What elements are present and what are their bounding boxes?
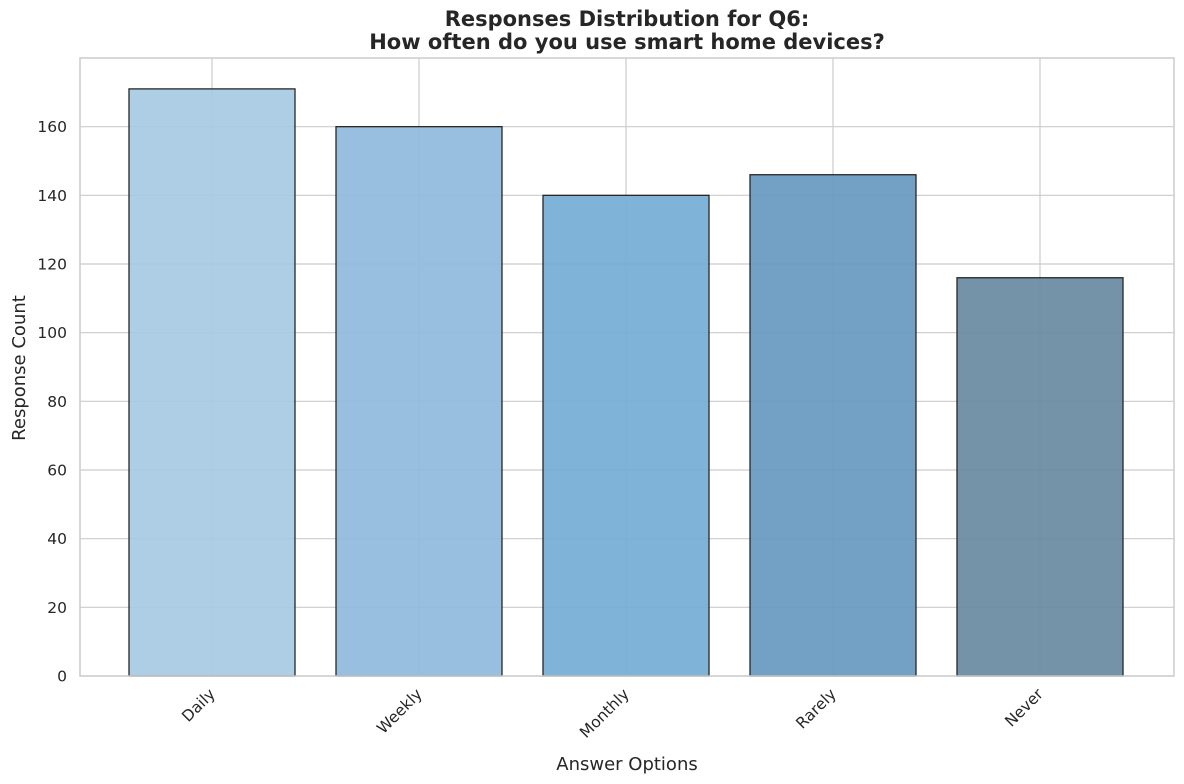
y-axis-label: Response Count (9, 295, 30, 441)
chart-title-line-1: Responses Distribution for Q6: (445, 7, 810, 31)
x-tick-labels: Daily Weekly Monthly Rarely Never (178, 685, 1047, 742)
x-tick-label: Never (1001, 685, 1047, 731)
y-tick-label: 60 (47, 462, 67, 480)
x-tick-label: Monthly (576, 685, 633, 742)
bar-daily (128, 88, 296, 677)
x-tick-label: Weekly (374, 685, 426, 737)
y-tick-label: 100 (37, 324, 67, 342)
bar-weekly (335, 126, 503, 677)
y-tick-labels: 0 20 40 60 80 100 120 140 160 (37, 118, 67, 685)
y-tick-label: 80 (47, 393, 67, 411)
bar-never (956, 277, 1124, 677)
x-tick-label: Daily (178, 685, 218, 725)
y-tick-label: 140 (37, 187, 67, 205)
x-axis-label: Answer Options (556, 754, 697, 775)
y-tick-label: 20 (47, 599, 67, 617)
y-tick-label: 0 (57, 668, 67, 686)
bar-monthly (542, 194, 710, 677)
y-tick-label: 160 (37, 118, 67, 136)
y-tick-label: 40 (47, 530, 67, 548)
plot-frame (79, 57, 1175, 677)
chart-title-line-2: How often do you use smart home devices? (369, 30, 885, 54)
x-tick-label: Rarely (792, 685, 839, 732)
bars (128, 88, 1124, 677)
y-tick-label: 120 (37, 256, 67, 274)
bar-rarely (749, 174, 917, 677)
